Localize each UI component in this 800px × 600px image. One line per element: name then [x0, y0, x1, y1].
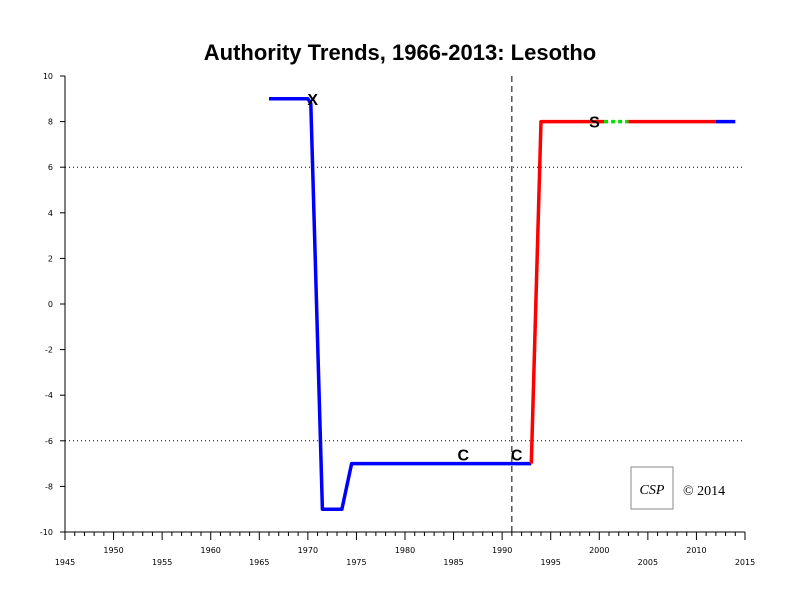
- x-tick-label: 2015: [735, 558, 755, 567]
- x-tick-label: 1945: [55, 558, 75, 567]
- x-tick-label: 1970: [298, 546, 318, 555]
- x-tick-label: 1965: [249, 558, 269, 567]
- y-tick-label: -8: [45, 482, 53, 491]
- series-lines: [269, 97, 736, 511]
- x-tick-label: 2010: [686, 546, 706, 555]
- annotation-marker: X: [307, 92, 318, 109]
- x-tick-label: 1995: [541, 558, 561, 567]
- y-axis: -10 -8 -6 -4 -2 0 2 4 6 8 10: [40, 72, 65, 537]
- reference-lines: [65, 76, 745, 532]
- y-tick-label: 4: [48, 209, 53, 218]
- series-line: [529, 119, 605, 464]
- y-tick-label: 6: [48, 163, 53, 172]
- annotations: X S C C: [307, 92, 600, 465]
- x-tick-label: 1960: [201, 546, 221, 555]
- annotation-marker: C: [458, 447, 470, 464]
- csp-logo-text: CSP: [640, 483, 665, 498]
- x-tick-label: 1975: [346, 558, 366, 567]
- annotation-marker: C: [511, 447, 523, 464]
- x-tick-label: 1990: [492, 546, 512, 555]
- y-tick-label: 10: [43, 72, 53, 81]
- y-tick-label: -4: [45, 391, 53, 400]
- copyright-text: © 2014: [683, 484, 725, 499]
- x-tick-label: 1980: [395, 546, 415, 555]
- x-tick-label: 1985: [443, 558, 463, 567]
- x-tick-label: 2000: [589, 546, 609, 555]
- x-axis: 1945 1950 1955 1960 1965 1970 1975 1980 1985 1990…: [55, 532, 755, 567]
- x-tick-label: 2005: [638, 558, 658, 567]
- csp-logo: CSP: [630, 466, 674, 510]
- y-tick-label: 8: [48, 118, 53, 127]
- x-tick-label: 1955: [152, 558, 172, 567]
- series-line: [269, 97, 532, 511]
- y-tick-label: -2: [45, 346, 53, 355]
- x-tick-label: 1950: [103, 546, 123, 555]
- y-tick-label: 0: [48, 300, 53, 309]
- chart-title: Authority Trends, 1966-2013: Lesotho: [204, 40, 596, 65]
- y-tick-label: 2: [48, 254, 53, 263]
- annotation-marker: S: [589, 115, 600, 132]
- y-tick-label: -10: [40, 528, 53, 537]
- y-tick-label: -6: [45, 437, 53, 446]
